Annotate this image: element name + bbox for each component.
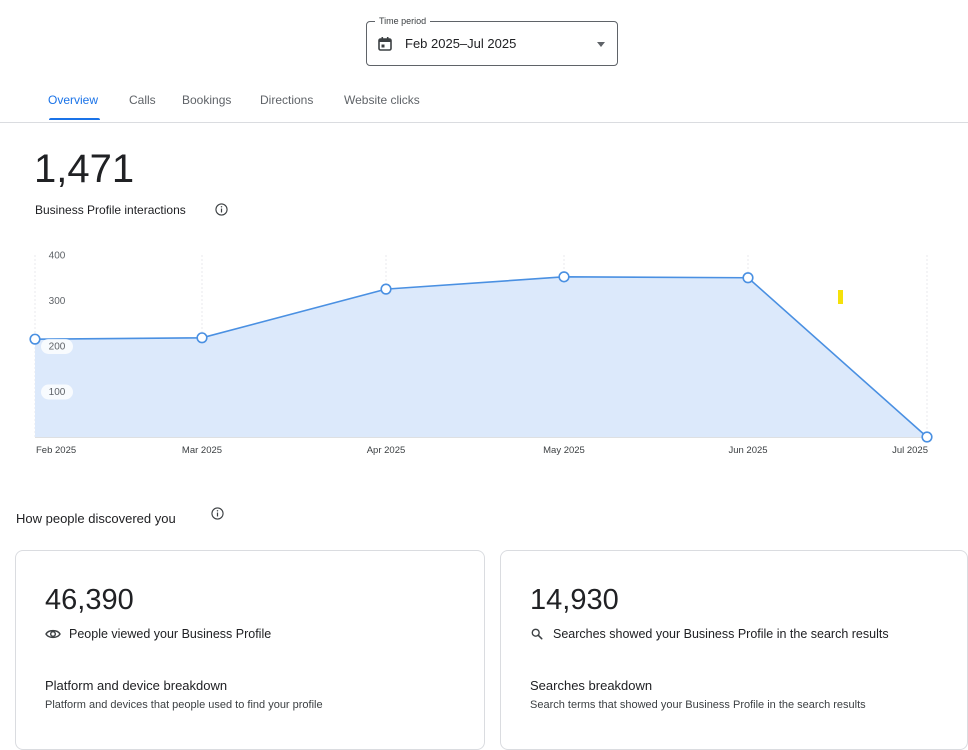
chart-x-tick-label: Apr 2025 bbox=[367, 445, 406, 456]
svg-text:200: 200 bbox=[49, 342, 66, 353]
time-period-select[interactable]: Time period Feb 2025–Jul 2025 bbox=[366, 15, 618, 66]
chart-data-point[interactable] bbox=[921, 431, 933, 443]
platform-breakdown-description: Platform and devices that people used to… bbox=[45, 699, 323, 711]
searches-breakdown-description: Search terms that showed your Business P… bbox=[530, 699, 866, 711]
chart-y-tick: 100 bbox=[41, 384, 73, 400]
chart-x-tick-label: Jul 2025 bbox=[892, 445, 928, 456]
chart-series-line bbox=[34, 276, 928, 438]
highlight-marker bbox=[838, 290, 843, 304]
time-period-value: Feb 2025–Jul 2025 bbox=[405, 36, 517, 51]
svg-text:100: 100 bbox=[49, 387, 66, 398]
time-period-label: Time period bbox=[375, 15, 431, 27]
platform-breakdown-heading: Platform and device breakdown bbox=[45, 678, 228, 693]
interactions-chart: 400 300 200 100 Feb 2025 Mar 2025 Apr 2025 May… bbox=[29, 248, 933, 456]
chart-x-tick-label: Mar 2025 bbox=[182, 445, 222, 456]
info-icon[interactable] bbox=[215, 203, 228, 216]
tab-calls[interactable]: Calls bbox=[129, 93, 156, 107]
searches-count: 14,930 bbox=[530, 584, 619, 616]
chart-y-tick: 300 bbox=[41, 293, 73, 309]
searches-label: Searches showed your Business Profile in… bbox=[553, 627, 889, 641]
searches-card[interactable]: 14,930 Searches showed your Business Pro… bbox=[500, 550, 968, 750]
chart-data-point[interactable] bbox=[196, 332, 208, 344]
discovered-title: How people discovered you bbox=[16, 511, 176, 526]
tab-bar: Overview Calls Bookings Directions Websi… bbox=[0, 88, 968, 123]
searches-breakdown-heading: Searches breakdown bbox=[530, 678, 653, 693]
chart-data-point[interactable] bbox=[380, 283, 392, 295]
profile-views-label: People viewed your Business Profile bbox=[69, 627, 272, 641]
profile-views-card[interactable]: 46,390 People viewed your Business Profi… bbox=[15, 550, 485, 750]
chart-data-point[interactable] bbox=[29, 333, 41, 345]
svg-text:400: 400 bbox=[49, 251, 66, 262]
discovered-info-icon[interactable] bbox=[211, 507, 224, 520]
tab-overview[interactable]: Overview bbox=[48, 93, 99, 107]
chart-data-point[interactable] bbox=[558, 271, 570, 283]
tab-bookings[interactable]: Bookings bbox=[182, 93, 232, 107]
chart-x-tick-label: Feb 2025 bbox=[36, 445, 76, 456]
chart-area-fill bbox=[35, 276, 927, 437]
chart-x-tick-label: Jun 2025 bbox=[728, 445, 767, 456]
chart-data-point[interactable] bbox=[742, 272, 754, 284]
search-icon bbox=[531, 628, 543, 640]
interactions-total: 1,471 bbox=[34, 147, 135, 191]
tab-website-clicks[interactable]: Website clicks bbox=[344, 93, 420, 107]
dropdown-arrow-icon bbox=[597, 42, 605, 47]
active-tab-indicator bbox=[49, 118, 100, 120]
eye-icon bbox=[45, 629, 61, 639]
chart-x-tick-label: May 2025 bbox=[543, 445, 585, 456]
calendar-icon bbox=[378, 37, 392, 51]
profile-views-count: 46,390 bbox=[45, 584, 134, 616]
svg-text:300: 300 bbox=[49, 296, 66, 307]
chart-y-tick: 200 bbox=[41, 339, 73, 354]
interactions-label: Business Profile interactions bbox=[35, 203, 186, 217]
chart-y-tick: 400 bbox=[41, 248, 73, 263]
tab-directions[interactable]: Directions bbox=[260, 93, 314, 107]
